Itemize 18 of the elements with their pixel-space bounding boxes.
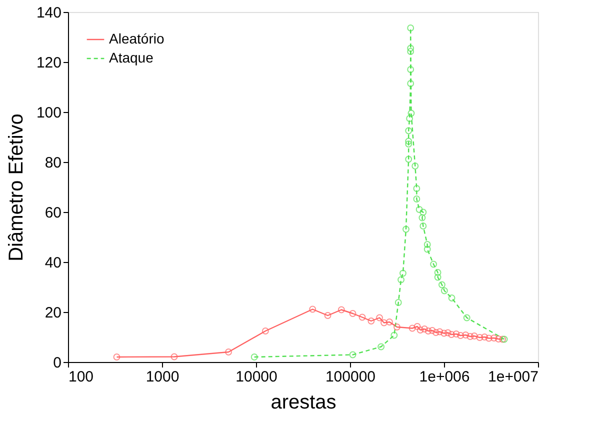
x-tick-label: 100000: [325, 368, 376, 386]
y-tick-label: 100: [36, 104, 62, 122]
y-tick-label: 140: [36, 4, 62, 22]
y-tick-label: 60: [44, 204, 62, 222]
x-tick-label: 1000: [146, 368, 180, 386]
x-tick-label: 1e+006: [419, 368, 470, 386]
y-tick-label: 80: [44, 154, 62, 172]
y-tick-label: 0: [53, 354, 62, 372]
x-axis-title: arestas: [270, 392, 336, 414]
x-tick-label: 10000: [236, 368, 278, 386]
x-tick-label: 1e+007: [488, 368, 538, 386]
legend-label: Aleatório: [109, 30, 164, 46]
legend-label: Ataque: [109, 50, 154, 66]
x-tick-label: 100: [68, 368, 94, 386]
y-tick-label: 40: [44, 254, 62, 272]
y-tick-label: 120: [36, 54, 62, 72]
y-axis-title: Diâmetro Efetivo: [5, 114, 28, 262]
y-tick-label: 20: [44, 304, 62, 322]
